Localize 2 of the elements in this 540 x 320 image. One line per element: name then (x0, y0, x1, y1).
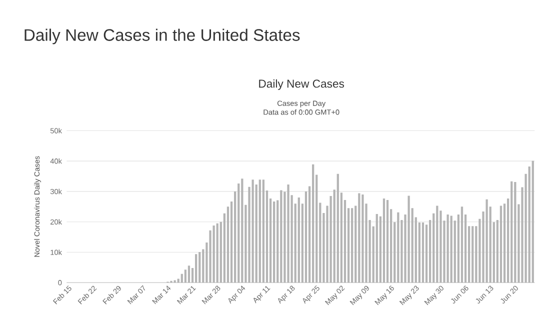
chart-subtitle: Daily New Cases (259, 79, 344, 90)
chart-title: Daily New Cases in the United States (24, 28, 300, 44)
